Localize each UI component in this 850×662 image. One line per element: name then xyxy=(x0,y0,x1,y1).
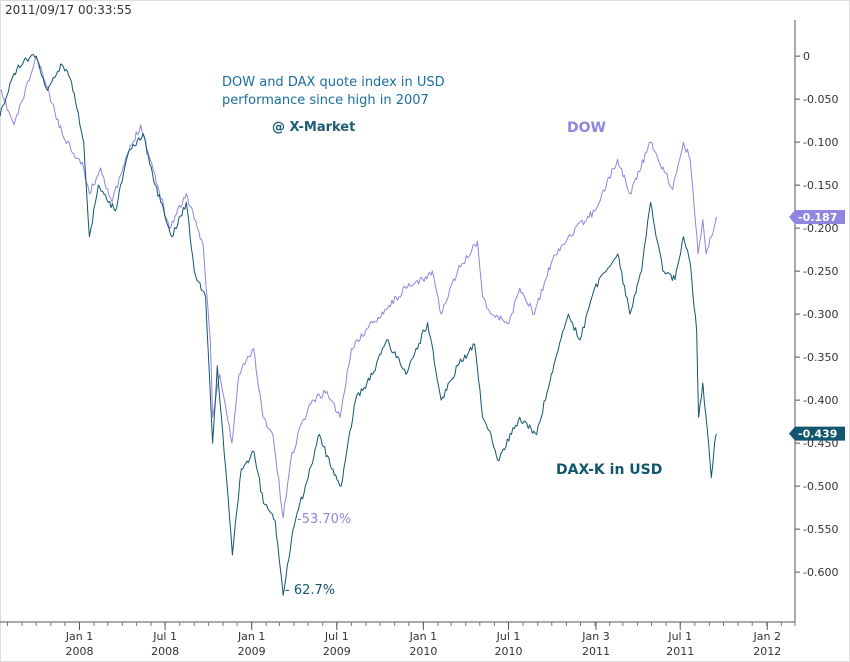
x-tick-label: Jul 1 xyxy=(152,630,177,643)
chart-title: DOW and DAX quote index in USD xyxy=(222,75,445,90)
y-tick-label: -0.500 xyxy=(803,480,838,493)
x-tick-year: 2010 xyxy=(409,645,437,658)
x-tick-label: Jul 1 xyxy=(324,630,349,643)
dax-series-line xyxy=(0,54,717,596)
x-tick-year: 2012 xyxy=(753,645,781,658)
brand-label: @ X-Market xyxy=(272,120,355,135)
x-tick-year: 2010 xyxy=(495,645,523,658)
badge-shape xyxy=(789,426,845,441)
y-axis: 0 -0.050 -0.100 -0.150 -0.200 -0.250 -0.300 -0.… xyxy=(794,20,838,622)
x-tick-label: Jan 1 xyxy=(65,630,93,643)
dow-series-label: DOW xyxy=(567,120,606,136)
y-tick-label: -0.600 xyxy=(803,566,838,579)
x-tick-year: 2008 xyxy=(66,645,94,658)
dow-last-value-badge: -0.187 xyxy=(789,209,845,224)
x-tick-year: 2009 xyxy=(323,645,351,658)
dax-low-annotation: - 62.7% xyxy=(285,583,335,598)
x-tick-label: Jul 1 xyxy=(496,630,521,643)
dow-series-line xyxy=(0,57,717,519)
x-tick-year: 2011 xyxy=(666,645,694,658)
y-tick-label: -0.100 xyxy=(803,136,838,149)
chart-subtitle: performance since high in 2007 xyxy=(222,93,429,108)
badge-shape xyxy=(789,209,845,224)
dax-last-value-badge: -0.439 xyxy=(789,426,845,441)
y-tick-label: -0.050 xyxy=(803,93,838,106)
series-layer xyxy=(0,54,717,596)
last-value-badges: -0.187 -0.439 xyxy=(789,209,845,441)
y-tick-label: -0.550 xyxy=(803,523,838,536)
x-tick-label: Jan 2 xyxy=(753,630,781,643)
badge-value: -0.439 xyxy=(798,428,837,441)
y-tick-label: -0.250 xyxy=(803,265,838,278)
x-tick-label: Jan 1 xyxy=(237,630,265,643)
x-tick-label: Jan 1 xyxy=(409,630,437,643)
dax-series-label: DAX-K in USD xyxy=(556,462,662,478)
x-tick-label: Jul 1 xyxy=(667,630,692,643)
x-tick-year: 2008 xyxy=(151,645,179,658)
x-tick-label: Jan 3 xyxy=(581,630,609,643)
x-tick-year: 2011 xyxy=(582,645,610,658)
y-tick-label: -0.300 xyxy=(803,308,838,321)
y-tick-label: -0.200 xyxy=(803,222,838,235)
timestamp: 2011/09/17 00:33:55 xyxy=(5,3,132,17)
x-axis: Jan 1 2008 Jul 1 2008 Jan 1 2009 Jul 1 2009 Jan … xyxy=(0,621,796,658)
badge-value: -0.187 xyxy=(798,211,837,224)
y-tick-label: -0.350 xyxy=(803,351,838,364)
y-tick-label: -0.150 xyxy=(803,179,838,192)
y-tick-label: -0.400 xyxy=(803,394,838,407)
y-tick-label: 0 xyxy=(803,50,810,63)
x-tick-year: 2009 xyxy=(238,645,266,658)
dow-low-annotation: -53.70% xyxy=(297,512,351,527)
